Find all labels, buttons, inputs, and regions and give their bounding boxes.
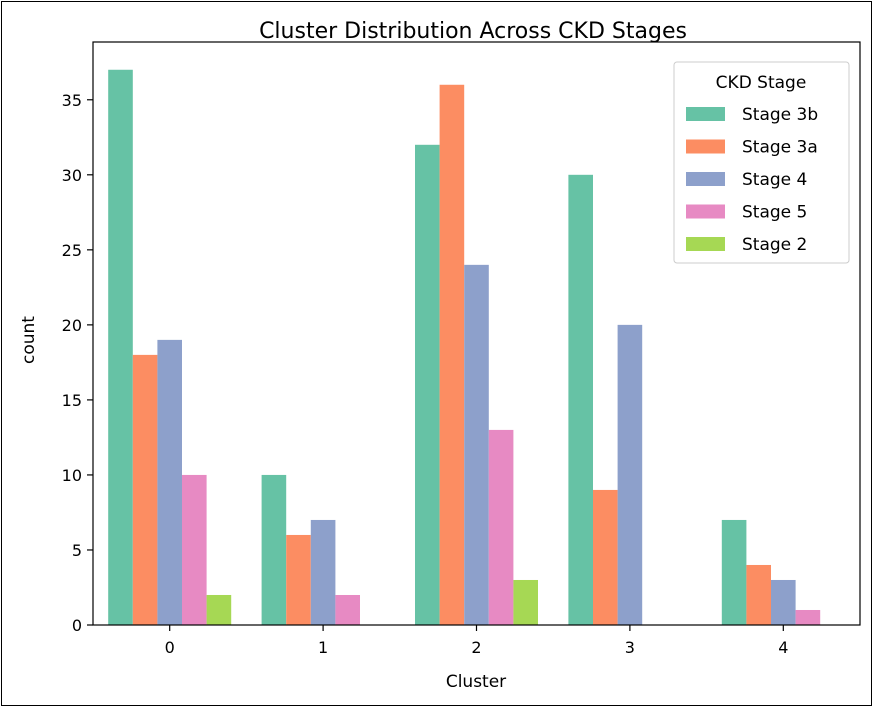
bar-cluster-0-stage-3a [132, 354, 158, 625]
bar-cluster-0-stage-2 [206, 594, 232, 625]
legend-label: Stage 3a [742, 138, 818, 158]
bar-cluster-4-stage-3a [746, 564, 771, 625]
legend-swatch [686, 204, 725, 219]
y-axis-label: count [19, 316, 39, 364]
legend-swatch [686, 107, 725, 121]
x-tick-label: 4 [778, 638, 788, 657]
x-tick-label: 2 [471, 638, 481, 657]
bar-cluster-1-stage-3b [261, 474, 287, 625]
y-tick-label: 5 [72, 541, 82, 560]
y-tick-label: 0 [72, 616, 82, 635]
bars-group [108, 69, 821, 626]
bar-cluster-3-stage-3a [593, 489, 618, 625]
bar-cluster-1-stage-4 [310, 519, 336, 625]
legend-label: Stage 4 [742, 170, 807, 190]
bar-cluster-4-stage-5 [795, 609, 821, 625]
bar-cluster-2-stage-4 [464, 264, 489, 625]
bar-cluster-1-stage-5 [335, 594, 360, 625]
bar-cluster-1-stage-3a [286, 534, 311, 625]
bar-cluster-3-stage-3b [568, 174, 593, 625]
legend: CKD Stage Stage 3b Stage 3a Stage 4 Stage 5… [673, 61, 850, 264]
legend-label: Stage 2 [742, 235, 807, 255]
bar-cluster-4-stage-3b [721, 519, 747, 625]
chart-title: Cluster Distribution Across CKD Stages [259, 19, 687, 44]
bar-cluster-0-stage-3b [108, 69, 133, 625]
x-tick-label: 0 [165, 638, 175, 657]
y-tick-label: 20 [62, 316, 82, 335]
legend-items: Stage 3b Stage 3a Stage 4 Stage 5 Stage 2 [686, 105, 818, 255]
legend-title: CKD Stage [716, 73, 807, 93]
y-tick-label: 35 [62, 91, 82, 110]
x-axis: 0 1 2 3 4 [165, 625, 788, 657]
y-axis: 0 5 10 15 20 25 30 35 [62, 91, 93, 635]
y-tick-label: 30 [62, 166, 82, 185]
x-tick-label: 1 [318, 638, 328, 657]
bar-cluster-2-stage-3b [415, 144, 440, 626]
legend-label: Stage 5 [742, 203, 807, 223]
legend-label: Stage 3b [742, 105, 818, 125]
x-tick-label: 3 [625, 638, 635, 657]
y-tick-label: 25 [62, 241, 82, 260]
y-tick-label: 10 [62, 466, 82, 485]
legend-swatch [686, 172, 725, 186]
bar-cluster-0-stage-5 [182, 474, 207, 625]
bar-cluster-0-stage-4 [157, 339, 182, 625]
legend-swatch [686, 139, 725, 154]
bar-cluster-3-stage-4 [617, 324, 643, 625]
bar-cluster-2-stage-2 [513, 579, 538, 625]
x-axis-label: Cluster [446, 672, 506, 692]
bar-cluster-4-stage-4 [771, 579, 796, 625]
bar-cluster-2-stage-3a [439, 84, 465, 626]
y-tick-label: 15 [62, 391, 82, 410]
bar-cluster-2-stage-5 [488, 429, 514, 625]
legend-swatch [686, 237, 725, 251]
